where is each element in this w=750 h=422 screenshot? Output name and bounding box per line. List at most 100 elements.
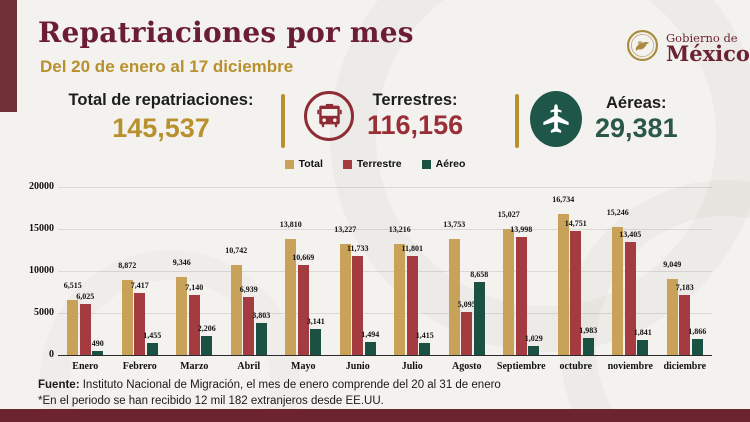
x-tick-label-agosto: Agosto (452, 361, 482, 372)
bar-aereo (419, 343, 431, 355)
bar-value-label: 9,049 (663, 260, 682, 269)
x-tick-label-enero: Enero (72, 361, 99, 372)
bar-total (666, 279, 678, 355)
bar-value-label: 13,753 (443, 220, 466, 230)
bar-terrestre (134, 292, 146, 355)
page-title: Repatriaciones por mes (38, 16, 414, 49)
bar-value-label: 7,183 (675, 282, 694, 292)
bar-group-marzo: 9,346 7,140 2,206 (167, 187, 222, 355)
source-text: Instituto Nacional de Migración, el mes … (79, 379, 501, 391)
x-tick-label-noviembre: noviembre (607, 361, 653, 372)
stat-aereas: Aéreas: 29,381 (530, 91, 678, 147)
y-tick-label: 20000 (29, 181, 54, 192)
stat-terrestres: Terrestres: 116,156 (304, 91, 463, 141)
x-tick-label-julio: Julio (401, 361, 423, 372)
chart-y-axis: 0 5000 10000 15000 20000 (14, 181, 54, 360)
legend-label: Aéreo (435, 158, 466, 170)
bar-group-agosto: 13,753 5,095 8,658 (440, 187, 495, 355)
x-tick-label-diciembre: diciembre (663, 361, 707, 372)
x-tick-label-febrero: Febrero (122, 361, 157, 372)
bar-value-label: 9,346 (172, 257, 191, 267)
legend-swatch (284, 159, 294, 169)
logo-line1: Gobierno de (666, 30, 738, 45)
legend-item-terrestre: Terrestre (342, 158, 402, 170)
bar-value-label: 11,733 (346, 244, 369, 254)
bar-group-mayo: 13,810 10,669 3,141 (276, 187, 331, 355)
bar-value-label: 15,246 (606, 207, 629, 217)
stat-aereas-text: Aéreas: 29,381 (595, 94, 678, 144)
bar-value-label: 15,027 (497, 209, 520, 219)
bar-total (394, 244, 406, 355)
bar-aereo (92, 350, 104, 355)
source-line: Fuente: Instituto Nacional de Migración,… (38, 378, 501, 394)
bar-total (230, 264, 242, 355)
y-tick-label: 5000 (34, 307, 54, 318)
bar-terrestre (679, 294, 691, 355)
bar-value-label: 7,140 (185, 283, 204, 293)
divider (515, 94, 519, 148)
bar-terrestre (188, 295, 200, 355)
legend-swatch (421, 159, 431, 169)
bar-value-label: 13,810 (279, 220, 302, 229)
bar-value-label: 490 (91, 338, 104, 348)
stat-terrestres-text: Terrestres: 116,156 (367, 91, 463, 141)
y-tick-label: 15000 (29, 223, 54, 234)
bar-terrestre (406, 255, 418, 355)
bar-total (121, 280, 133, 355)
legend-item-aereo: Aéreo (421, 158, 466, 170)
bar-value-label: 2,206 (197, 324, 216, 334)
bar-terrestre (570, 231, 582, 355)
bar-total (285, 239, 297, 355)
gridline (58, 229, 712, 230)
x-tick-label-octubre: octubre (559, 361, 593, 372)
bus-icon (304, 91, 354, 141)
stat-total-repatriaciones: Total de repatriaciones: 145,537 (42, 91, 280, 144)
bar-total (67, 300, 79, 355)
page-subtitle: Del 20 de enero al 17 diciembre (40, 57, 294, 76)
bar-group-septiembre: 15,027 13,998 1,029 (494, 187, 549, 355)
bar-terrestre (461, 312, 473, 355)
bar-value-label: 1,415 (415, 331, 434, 341)
bar-aereo (255, 323, 267, 355)
source-label: Fuente: (38, 379, 80, 391)
gridline (58, 271, 712, 272)
left-accent-bar (0, 0, 17, 112)
bar-terrestre (352, 256, 364, 355)
bar-value-label: 16,734 (552, 195, 575, 205)
bar-value-label: 6,025 (76, 292, 95, 302)
gobierno-de-mexico-logo: Gobierno de México (626, 29, 750, 67)
bar-value-label: 13,405 (619, 230, 642, 240)
stat-terrestres-label: Terrestres: (372, 91, 458, 109)
bar-total (503, 228, 515, 355)
x-tick-label-mayo: Mayo (291, 361, 316, 372)
bar-total (176, 276, 188, 355)
bar-terrestre (297, 265, 309, 355)
bar-value-label: 1,029 (524, 334, 543, 344)
logo-text: Gobierno de México (666, 31, 750, 66)
bar-value-label: 8,658 (470, 270, 489, 280)
bar-value-label: 13,216 (388, 225, 411, 234)
bar-terrestre (243, 296, 255, 355)
bar-group-enero: 6,515 6,025 490 (58, 187, 113, 355)
legend-swatch (342, 159, 352, 169)
bar-group-febrero: 8,872 7,417 1,455 (113, 187, 168, 355)
stat-total-value: 145,537 (112, 113, 210, 143)
legend-label: Total (298, 158, 323, 170)
bar-aereo (637, 339, 649, 355)
bar-group-abril: 10,742 6,939 3,803 (222, 187, 277, 355)
bar-terrestre (79, 304, 91, 355)
bar-value-label: 13,998 (510, 225, 533, 235)
bar-group-noviembre: 15,246 13,405 1,841 (603, 187, 658, 355)
x-tick-label-septiembre: Septiembre (496, 361, 546, 372)
bar-value-label: 1,983 (579, 326, 598, 336)
chart-plot: Enero 6,515 6,025 490 Febrero 8,872 7,417 1,455… (58, 187, 713, 372)
bar-aereo (364, 342, 376, 355)
stat-total-label: Total de repatriaciones: (68, 91, 254, 109)
x-tick-label-marzo: Marzo (180, 361, 209, 372)
stat-terrestres-value: 116,156 (367, 110, 464, 140)
bar-group-diciembre: 9,049 7,183 1,866 (658, 187, 713, 355)
y-tick-label: 10000 (29, 265, 54, 276)
bar-total (612, 226, 624, 355)
bar-value-label: 6,939 (239, 284, 258, 294)
